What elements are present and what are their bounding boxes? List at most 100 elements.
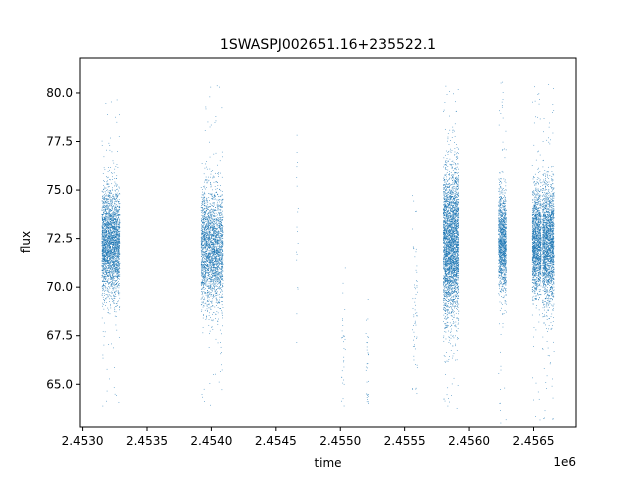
data-point xyxy=(210,223,212,224)
data-point xyxy=(217,273,219,275)
data-point xyxy=(102,285,104,286)
data-point xyxy=(212,215,214,217)
data-point xyxy=(112,198,113,199)
data-point xyxy=(118,226,120,228)
data-point xyxy=(103,206,105,208)
data-point xyxy=(221,257,222,258)
data-point xyxy=(209,216,211,217)
data-point xyxy=(204,261,206,263)
data-point xyxy=(221,262,222,263)
data-point xyxy=(119,285,120,287)
data-point xyxy=(113,251,114,253)
data-point xyxy=(119,236,121,238)
data-point xyxy=(219,227,221,229)
data-point xyxy=(117,226,119,228)
data-point xyxy=(119,263,121,265)
data-point xyxy=(115,221,117,222)
data-point xyxy=(102,354,104,356)
data-point xyxy=(220,270,222,272)
data-point xyxy=(206,265,207,266)
data-point xyxy=(107,275,109,277)
data-point xyxy=(211,193,213,195)
data-point xyxy=(114,260,116,262)
data-point xyxy=(207,218,208,220)
data-point xyxy=(201,221,202,222)
data-point xyxy=(110,260,112,262)
data-point xyxy=(220,210,222,212)
data-point xyxy=(205,274,206,275)
data-point xyxy=(119,187,120,189)
data-point xyxy=(111,239,112,241)
data-point xyxy=(114,208,115,209)
data-point xyxy=(105,255,107,257)
data-point xyxy=(202,207,203,209)
data-point xyxy=(203,305,205,306)
data-point xyxy=(209,259,211,261)
data-point xyxy=(222,283,224,284)
data-point xyxy=(114,203,116,205)
data-point xyxy=(117,272,119,273)
data-point xyxy=(107,270,109,272)
data-point xyxy=(207,272,209,274)
data-point xyxy=(118,247,120,248)
data-point xyxy=(210,260,211,262)
data-point xyxy=(110,242,112,244)
data-point xyxy=(118,250,119,252)
data-point xyxy=(112,247,114,249)
data-point xyxy=(118,238,120,240)
data-point xyxy=(222,219,223,221)
data-point xyxy=(203,191,205,193)
data-point xyxy=(113,214,115,216)
data-point xyxy=(219,273,221,275)
data-point xyxy=(212,197,214,198)
data-point xyxy=(210,223,212,225)
data-point xyxy=(214,240,216,242)
data-point xyxy=(202,276,203,278)
data-point xyxy=(204,227,206,229)
data-point xyxy=(101,272,103,273)
data-point xyxy=(217,241,218,243)
data-point xyxy=(110,286,112,287)
data-point xyxy=(208,257,209,259)
data-point xyxy=(215,260,216,262)
data-point xyxy=(104,234,105,235)
data-point xyxy=(114,209,116,211)
data-point xyxy=(209,200,210,201)
data-point xyxy=(102,250,104,251)
data-point xyxy=(205,205,206,207)
data-point xyxy=(219,278,220,280)
data-point xyxy=(116,257,118,259)
data-point xyxy=(102,280,104,282)
data-point xyxy=(215,230,217,231)
data-point xyxy=(118,243,119,245)
data-point xyxy=(109,247,111,249)
data-point xyxy=(112,226,114,228)
data-point xyxy=(103,216,105,218)
data-point xyxy=(217,182,218,183)
data-point xyxy=(212,251,214,252)
data-point xyxy=(109,215,111,216)
data-point xyxy=(205,244,207,246)
data-point xyxy=(221,276,222,278)
data-point xyxy=(206,197,208,199)
data-point xyxy=(210,214,212,216)
data-point xyxy=(211,256,213,258)
data-point xyxy=(106,218,107,220)
data-point xyxy=(118,213,120,215)
data-point xyxy=(206,243,208,245)
data-point xyxy=(203,199,204,201)
data-point xyxy=(206,199,208,201)
data-point xyxy=(211,259,213,261)
data-point xyxy=(212,290,213,292)
data-point xyxy=(204,254,206,256)
data-point xyxy=(208,229,210,231)
data-point xyxy=(102,198,103,199)
data-point xyxy=(115,247,117,249)
data-point xyxy=(205,282,206,284)
data-point xyxy=(205,227,207,228)
data-point xyxy=(116,290,118,292)
data-point xyxy=(116,243,118,245)
data-point xyxy=(212,198,213,200)
data-point xyxy=(206,241,207,242)
data-point xyxy=(205,294,207,296)
